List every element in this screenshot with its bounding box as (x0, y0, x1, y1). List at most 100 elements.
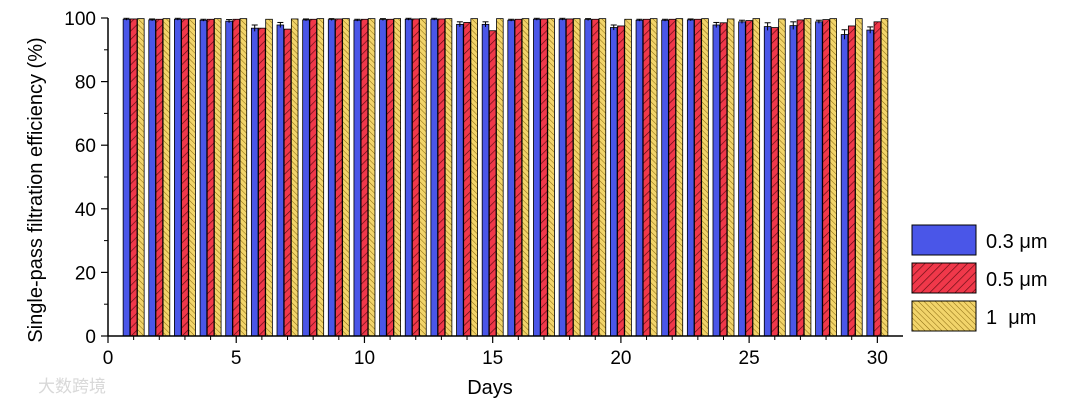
bar-3-day-4 (214, 18, 222, 337)
bar-2-day-13 (437, 18, 446, 337)
bar-3-day-12 (419, 18, 427, 337)
bar-1-day-23 (686, 19, 695, 337)
bar-2-day-5 (232, 18, 240, 337)
bar-1-day-19 (584, 19, 592, 337)
bar-1-day-28 (815, 21, 823, 337)
bar-3-day-9 (342, 18, 350, 337)
bar-1-day-8 (302, 19, 310, 337)
bar-2-day-2 (155, 18, 164, 337)
bar-3-day-8 (316, 18, 325, 337)
legend-label-3: 1 μm (986, 307, 1036, 329)
legend-swatch-3 (911, 300, 977, 332)
legend-label-2: 0.5 μm (986, 269, 1048, 291)
legend-swatch-1 (911, 224, 977, 256)
bar-1-day-24 (712, 24, 721, 337)
bar-2-day-20 (617, 25, 625, 337)
bar-3-day-16 (521, 18, 530, 337)
x-tick-label-0: 0 (103, 348, 114, 369)
bar-3-day-14 (470, 18, 478, 337)
bar-1-day-9 (327, 19, 336, 337)
bar-1-day-2 (148, 19, 156, 337)
bar-3-day-17 (547, 18, 555, 337)
bar-3-day-11 (393, 18, 401, 337)
bar-3-day-25 (752, 18, 761, 337)
y-tick-label-80: 80 (75, 73, 96, 94)
bar-2-day-12 (412, 18, 420, 337)
bar-2-day-8 (309, 18, 317, 337)
bar-3-day-13 (444, 18, 453, 337)
bar-2-day-27 (796, 19, 805, 337)
bar-2-day-16 (514, 18, 523, 337)
bar-1-day-5 (225, 20, 233, 337)
y-tick-label-40: 40 (75, 200, 96, 221)
bar-2-day-14 (463, 22, 471, 337)
bar-1-day-13 (430, 18, 438, 337)
bar-2-day-18 (565, 18, 574, 337)
bar-3-day-20 (624, 18, 632, 337)
bar-2-day-30 (873, 21, 882, 337)
bar-1-day-29 (840, 34, 849, 337)
legend-label-1: 0.3 μm (986, 231, 1048, 253)
bar-3-day-22 (675, 18, 684, 337)
bar-1-day-26 (763, 26, 772, 337)
bar-3-day-6 (265, 18, 273, 337)
bar-3-day-28 (829, 18, 837, 337)
bar-1-day-16 (507, 19, 515, 337)
bar-1-day-6 (250, 27, 259, 337)
bar-1-day-7 (276, 24, 285, 337)
bar-3-day-15 (496, 18, 504, 337)
legend: 0.3 μm 0.5 μm 1 μm (911, 224, 1048, 332)
bar-1-day-4 (199, 19, 208, 337)
bar-1-day-18 (558, 18, 567, 337)
x-tick-label-10: 10 (354, 348, 375, 369)
x-tick-label-20: 20 (610, 348, 631, 369)
bar-2-day-21 (642, 18, 651, 337)
bar-1-day-30 (866, 29, 874, 337)
bar-2-day-22 (668, 18, 676, 337)
y-tick-label-60: 60 (75, 136, 96, 157)
bar-2-day-26 (771, 27, 779, 337)
bar-1-day-27 (789, 25, 797, 337)
bar-3-day-3 (188, 18, 196, 337)
bar-1-day-14 (456, 23, 464, 337)
y-tick-label-20: 20 (75, 263, 96, 284)
x-tick-label-30: 30 (867, 348, 888, 369)
legend-swatch-2 (911, 262, 977, 294)
bar-3-day-27 (803, 18, 812, 337)
bar-1-day-3 (174, 18, 182, 337)
bar-2-day-3 (181, 18, 189, 337)
bar-2-day-28 (822, 19, 830, 337)
bar-2-day-29 (847, 25, 856, 337)
bar-1-day-10 (353, 19, 362, 337)
bar-2-day-4 (206, 18, 215, 337)
watermark-text: 大数跨境 (38, 377, 106, 397)
x-tick-label-15: 15 (482, 348, 503, 369)
bar-2-day-17 (540, 18, 548, 337)
bar-3-day-7 (290, 18, 299, 337)
x-axis-title: Days (467, 377, 513, 399)
axes: 0 5 10 15 20 25 30 0 20 40 60 80 100 (64, 9, 903, 369)
bar-2-day-15 (488, 30, 497, 337)
bar-2-day-25 (745, 20, 753, 337)
bar-3-day-5 (239, 18, 248, 337)
bar-1-day-20 (610, 27, 618, 337)
bar-3-day-21 (649, 18, 658, 337)
x-tick-label-5: 5 (231, 348, 242, 369)
bar-1-day-21 (635, 19, 644, 337)
bar-3-day-18 (573, 18, 581, 337)
y-tick-label-100: 100 (64, 9, 96, 30)
bar-2-day-10 (360, 18, 369, 337)
bar-3-day-24 (726, 18, 735, 337)
bar-3-day-26 (778, 18, 786, 337)
bar-1-day-22 (661, 19, 669, 337)
bar-3-day-10 (367, 18, 376, 337)
bar-1-day-12 (404, 18, 413, 337)
bar-1-day-25 (738, 21, 746, 337)
bar-3-day-23 (701, 18, 709, 337)
y-tick-label-0: 0 (85, 327, 96, 348)
x-tick-label-25: 25 (739, 348, 760, 369)
plot-area (122, 17, 889, 337)
bar-2-day-7 (283, 28, 292, 337)
bar-2-day-9 (335, 18, 343, 337)
